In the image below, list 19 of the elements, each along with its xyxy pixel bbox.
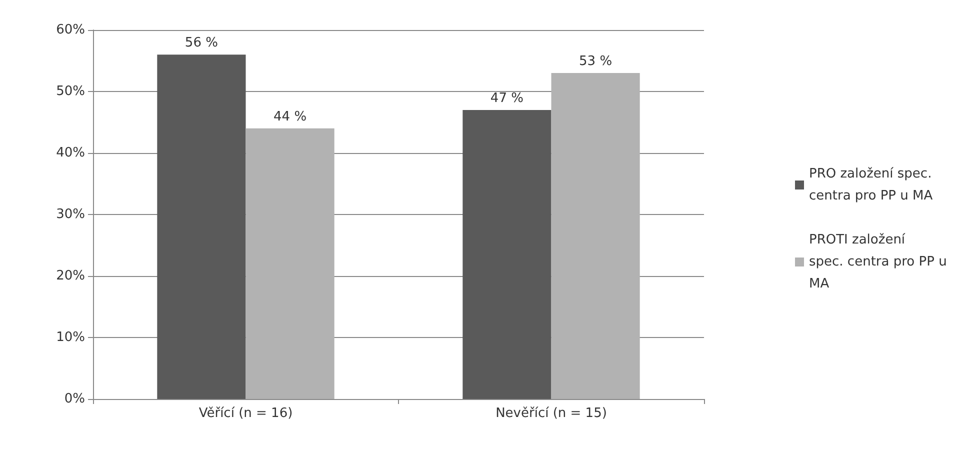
bar — [462, 110, 552, 399]
bar — [246, 128, 334, 399]
legend-label: PRO založení spec. centra pro PP u MA — [809, 166, 936, 204]
x-tick-label: Nevěřící (n = 15) — [496, 406, 607, 421]
y-tick-label: 10% — [56, 330, 85, 345]
y-tick-label: 40% — [56, 146, 85, 160]
data-label: 47 % — [490, 90, 524, 106]
data-label: 56 % — [184, 36, 218, 51]
x-tick-label: Věřící (n = 16) — [198, 406, 293, 421]
y-tick-label: 60% — [56, 22, 85, 38]
data-label: 44 % — [274, 109, 307, 124]
data-label: 53 % — [579, 54, 612, 70]
bar — [551, 73, 640, 399]
y-tick-label: 0% — [64, 392, 85, 406]
y-tick-label: 30% — [56, 207, 85, 222]
bar — [157, 54, 246, 399]
y-tick-label: 50% — [56, 84, 85, 99]
y-tick-label: 20% — [56, 268, 85, 284]
legend-label: PROTI založení spec. centra pro PP u MA — [809, 232, 951, 292]
